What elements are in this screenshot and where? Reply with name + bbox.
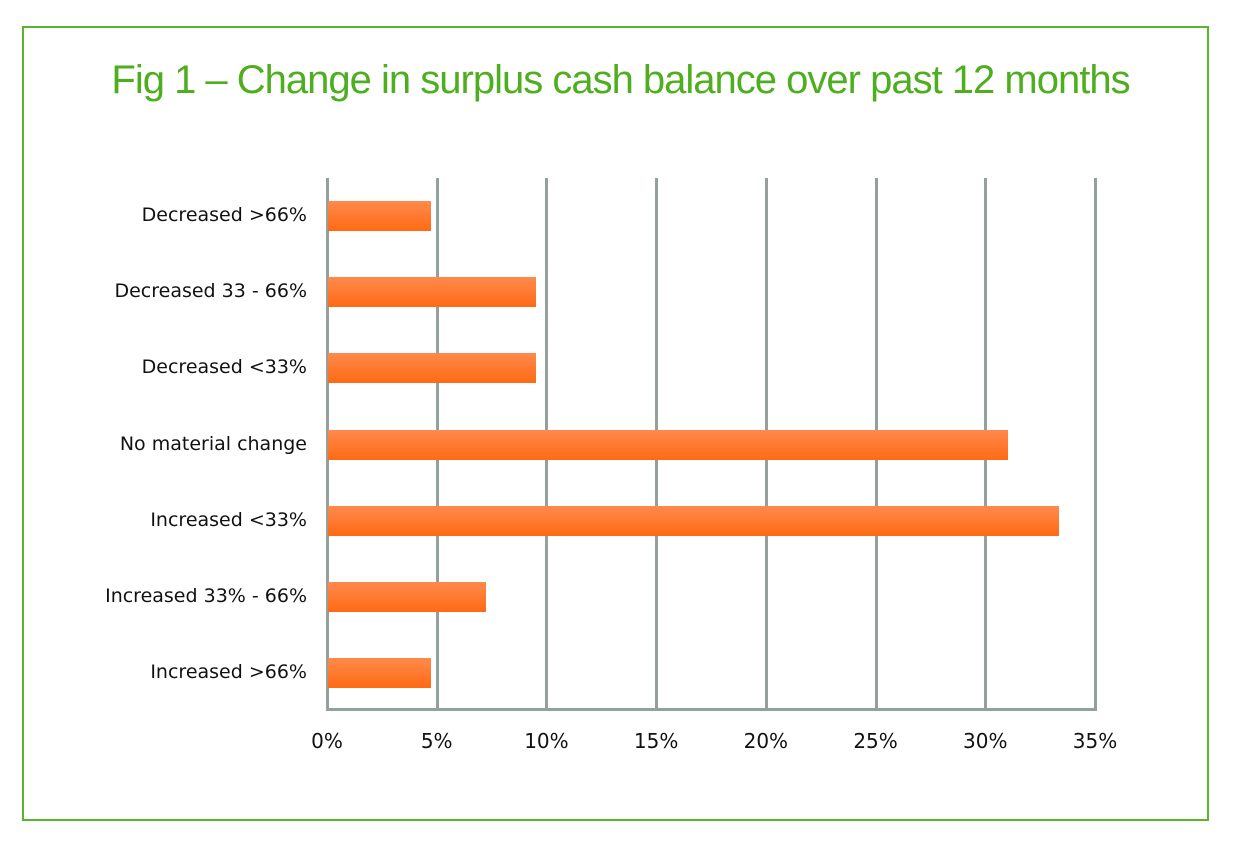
x-tick-label: 25% <box>853 729 898 753</box>
bar <box>328 353 537 384</box>
chart-title: Fig 1 – Change in surplus cash balance o… <box>111 58 1130 102</box>
category-label: Increased <33% <box>150 508 307 531</box>
category-label: Decreased 33 - 66% <box>114 280 307 303</box>
category-label: Increased 33% - 66% <box>105 584 307 607</box>
bar <box>328 429 1009 460</box>
x-axis-line <box>326 708 1097 711</box>
bar <box>328 581 486 612</box>
x-tick-label: 20% <box>743 729 789 753</box>
x-tick-label: 15% <box>633 729 679 753</box>
x-tick-label: 10% <box>524 729 569 753</box>
category-label: Increased >66% <box>150 660 307 683</box>
gridline <box>1094 178 1097 711</box>
gridline <box>326 178 329 711</box>
chart-frame <box>22 26 1209 821</box>
x-tick-label: 5% <box>420 729 453 753</box>
category-label: Decreased <33% <box>141 356 307 379</box>
bar <box>328 201 432 232</box>
bar <box>328 505 1059 536</box>
x-tick-label: 35% <box>1072 729 1118 753</box>
category-label: No material change <box>119 432 307 455</box>
bar <box>328 657 432 688</box>
bar <box>328 277 537 308</box>
category-label: Decreased >66% <box>141 204 307 227</box>
x-tick-label: 30% <box>963 729 1008 753</box>
x-tick-label: 0% <box>311 729 343 753</box>
plot-area <box>326 178 1097 711</box>
